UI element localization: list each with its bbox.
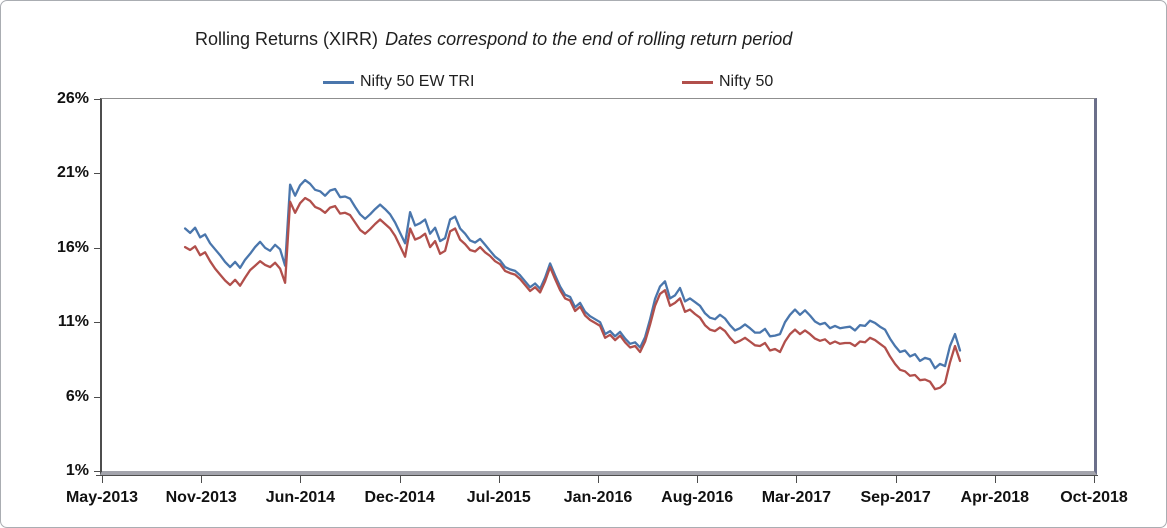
y-axis-label: 11% (57, 313, 89, 331)
series-line-nifty50-ew-tri (183, 178, 962, 370)
x-axis-tick (498, 476, 500, 483)
x-axis-tick (994, 476, 996, 483)
x-axis-label: Aug-2016 (661, 489, 734, 506)
x-axis-label: Jun-2014 (265, 489, 336, 506)
x-axis-label: Nov-2013 (165, 489, 237, 506)
legend-line-swatch-blue (323, 80, 354, 84)
x-axis-tick (598, 476, 599, 483)
x-axis-label: May-2013 (65, 489, 139, 506)
x-axis-tick (300, 476, 302, 483)
x-axis-label: Oct-2018 (1060, 489, 1128, 506)
y-axis-label: 6% (65, 387, 89, 405)
x-axis-tick (796, 476, 798, 483)
y-axis-label: 21% (56, 164, 89, 182)
chart-title-italic: Dates correspond to the end of rolling r… (385, 29, 793, 49)
legend-item-nifty50-ew-tri: Nifty 50 EW TRI (323, 71, 474, 93)
y-axis-tick (94, 396, 102, 398)
x-axis-label: Sep-2017 (860, 489, 931, 506)
chart-title: Rolling Returns (XIRR) Dates correspond t… (195, 28, 792, 50)
legend-label: Nifty 50 (719, 73, 774, 90)
y-axis-tick (94, 99, 102, 100)
x-axis-label: Jan-2016 (563, 489, 633, 506)
y-axis-tick (94, 247, 102, 249)
x-axis-tick (399, 476, 401, 483)
x-axis-label: Dec-2014 (364, 489, 435, 506)
plot-area (100, 98, 1097, 475)
y-axis-label: 1% (65, 462, 89, 479)
x-axis-label: Mar-2017 (761, 489, 832, 506)
x-axis-tick (895, 476, 897, 483)
x-axis-label: Jul-2015 (466, 489, 531, 506)
chart-title-regular: Rolling Returns (XIRR) (195, 29, 379, 49)
y-axis-tick (94, 322, 102, 324)
x-axis-tick (201, 476, 203, 483)
x-axis-label: Apr-2018 (960, 489, 1030, 506)
legend-label: Nifty 50 EW TRI (360, 73, 475, 90)
plot-svg (183, 178, 962, 391)
legend-line-swatch-red (682, 80, 713, 84)
series-line-nifty50 (183, 196, 962, 391)
y-axis-label: 16% (56, 238, 89, 256)
y-axis-tick (94, 173, 102, 175)
y-axis-tick (94, 471, 102, 472)
x-axis-tick (1094, 476, 1095, 483)
legend-item-nifty50: Nifty 50 (682, 71, 773, 93)
x-axis-line (96, 475, 1098, 476)
x-axis-tick (102, 476, 103, 483)
x-axis-tick (697, 476, 699, 483)
y-axis-label: 26% (56, 90, 89, 107)
